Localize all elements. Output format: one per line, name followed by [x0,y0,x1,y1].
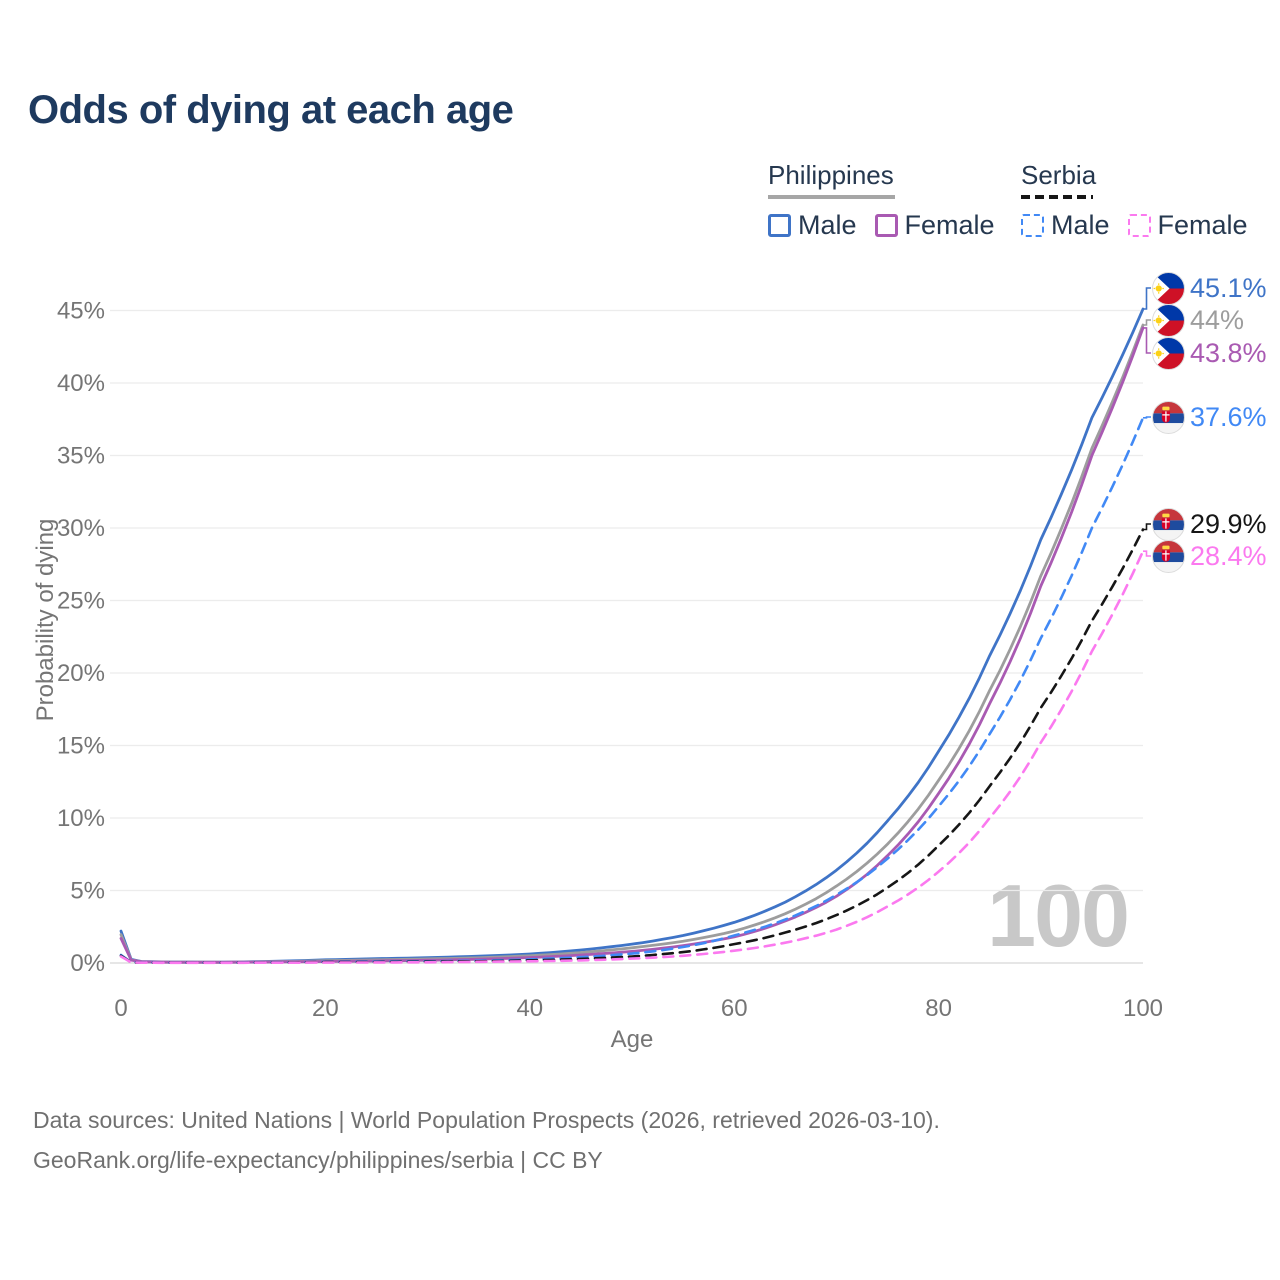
y-tick-label: 25% [57,588,105,615]
legend-item-serbia-male[interactable]: Male [1021,210,1110,241]
flag-serbia-icon [1152,400,1185,434]
end-label-value: 28.4% [1190,540,1267,571]
series-line-philippines-both-sexes[interactable] [119,323,1145,964]
end-label-serbia-male: 37.6% [1152,400,1267,434]
series-line-philippines-female[interactable] [119,326,1145,964]
x-tick-label: 100 [1123,995,1163,1022]
end-label-value: 37.6% [1190,401,1267,432]
end-label-philippines-male: 45.1% [1152,271,1267,305]
connector-philippines-female [1143,327,1151,354]
x-tick-label: 40 [516,995,543,1022]
y-tick-label: 20% [57,660,105,687]
footer-source-line: Data sources: United Nations | World Pop… [33,1107,940,1133]
series-line-serbia-female[interactable] [119,549,1145,965]
legend-group-philippines: Philippines Male Female [768,160,995,241]
y-axis-label: Probability of dying [32,518,59,722]
swatch-serbia-male-icon [1021,214,1044,237]
legend-label-philippines-male: Male [798,210,857,240]
end-label-value: 43.8% [1190,337,1267,368]
legend-label-serbia-female: Female [1157,210,1248,240]
connector-serbia-male [1143,416,1151,419]
legend-group-serbia: Serbia Male Female [1021,160,1248,241]
legend-item-philippines-female[interactable]: Female [874,210,995,241]
age-watermark: 100 [987,866,1130,965]
legend-label-serbia-male: Male [1051,210,1110,240]
y-tick-label: 0% [70,950,105,977]
connector-philippines-both-sexes [1143,319,1151,326]
series-line-philippines-male[interactable] [119,307,1145,964]
end-label-value: 29.9% [1190,508,1267,539]
y-tick-label: 5% [70,878,105,905]
y-tick-label: 45% [57,298,105,325]
x-tick-label: 0 [114,995,127,1022]
swatch-serbia-female-icon [1127,214,1151,237]
x-tick-label: 20 [312,995,339,1022]
y-tick-label: 15% [57,733,105,760]
y-tick-label: 35% [57,443,105,470]
end-label-value: 45.1% [1190,272,1267,303]
flag-serbia-icon [1152,539,1185,573]
legend-item-philippines-male[interactable]: Male [768,210,857,241]
end-label-philippines-female: 43.8% [1152,336,1267,370]
legend-item-serbia-female[interactable]: Female [1127,210,1248,241]
swatch-philippines-female-icon [874,214,898,237]
page-title: Odds of dying at each age [28,88,514,132]
legend-label-philippines-female: Female [904,210,995,240]
legend-underline-serbia [1021,195,1093,199]
flag-philippines-icon [1152,271,1185,305]
connector-serbia-both-sexes [1143,523,1151,531]
y-tick-label: 10% [57,805,105,832]
footer-url-line: GeoRank.org/life-expectancy/philippines/… [33,1147,603,1173]
flag-serbia-icon [1152,507,1185,541]
end-label-value: 44% [1190,304,1245,335]
legend-title-philippines: Philippines [768,160,894,190]
y-tick-label: 30% [57,515,105,542]
y-tick-label: 40% [57,370,105,397]
end-label-serbia-female: 28.4% [1152,539,1267,573]
flag-philippines-icon [1152,303,1185,337]
connector-serbia-female [1143,550,1151,557]
legend-underline-philippines [768,195,895,199]
legend-title-serbia: Serbia [1021,160,1097,190]
flag-philippines-icon [1152,336,1185,370]
swatch-philippines-male-icon [768,214,791,237]
end-label-philippines-both-sexes: 44% [1152,303,1245,337]
x-axis-label: Age [610,1026,654,1053]
connector-philippines-male [1143,287,1151,310]
x-tick-label: 60 [721,995,748,1022]
end-label-serbia-both-sexes: 29.9% [1152,507,1267,541]
x-tick-label: 80 [925,995,952,1022]
